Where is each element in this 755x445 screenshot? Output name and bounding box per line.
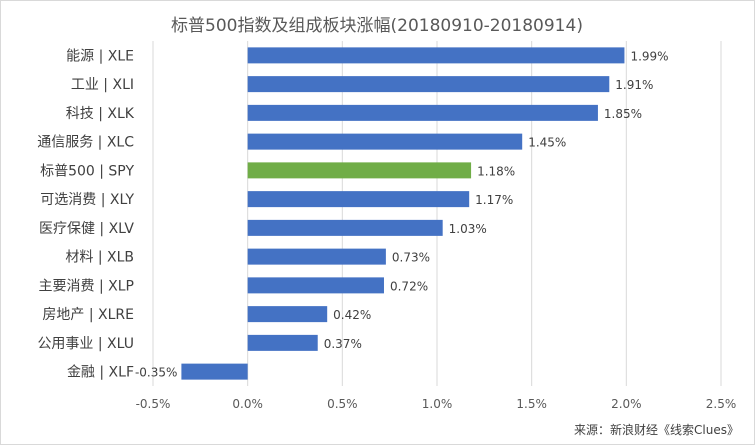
category-label: 公用事业 | XLU bbox=[37, 336, 134, 352]
bar bbox=[247, 306, 328, 323]
data-label: -0.35% bbox=[135, 366, 177, 380]
data-label: 1.45% bbox=[528, 136, 566, 150]
data-label: 1.91% bbox=[615, 78, 653, 92]
data-label: 1.17% bbox=[475, 193, 513, 207]
bar bbox=[247, 47, 625, 64]
data-label: 0.73% bbox=[392, 251, 430, 265]
bar bbox=[247, 277, 384, 294]
bar bbox=[181, 363, 248, 380]
bar bbox=[247, 334, 318, 351]
bar bbox=[247, 76, 610, 93]
source-note: 来源：新浪财经《线索Clues》 bbox=[574, 422, 739, 437]
data-label: 0.42% bbox=[333, 308, 371, 322]
x-tick-label: 2.5% bbox=[706, 397, 737, 411]
bar bbox=[247, 219, 443, 236]
x-tick-label: 1.0% bbox=[422, 397, 453, 411]
bar bbox=[247, 162, 472, 179]
bar bbox=[247, 191, 470, 208]
x-tick-label: -0.5% bbox=[136, 397, 171, 411]
x-tick-label: 0.0% bbox=[232, 397, 263, 411]
label-layer: -0.5% 0.0% 0.5% 1.0% 1.5% 2.0% 2.5% 能源 | XLE 1.9… bbox=[37, 48, 736, 411]
category-label: 金融 | XLF bbox=[67, 365, 134, 381]
chart-title: 标普500指数及组成板块涨幅(20180910-20180914) bbox=[171, 16, 583, 36]
bar-layer bbox=[181, 47, 625, 380]
bar bbox=[247, 248, 386, 265]
category-label: 材料 | XLB bbox=[65, 250, 134, 266]
data-label: 1.03% bbox=[449, 222, 487, 236]
category-label: 主要消费 | XLP bbox=[39, 278, 134, 294]
category-label: 医疗保健 | XLV bbox=[39, 221, 134, 237]
grid-layer bbox=[152, 41, 722, 386]
category-label: 可选消费 | XLY bbox=[40, 192, 134, 208]
category-label: 工业 | XLI bbox=[71, 77, 134, 93]
bar bbox=[247, 104, 598, 121]
data-label: 1.99% bbox=[630, 49, 668, 63]
x-tick-label: 1.5% bbox=[516, 397, 547, 411]
data-label: 1.18% bbox=[477, 164, 515, 178]
data-label: 1.85% bbox=[604, 107, 642, 121]
category-label: 通信服务 | XLC bbox=[37, 135, 134, 151]
data-label: 0.72% bbox=[390, 279, 428, 293]
bar bbox=[247, 133, 523, 150]
category-label: 标普500 | SPY bbox=[40, 163, 134, 179]
x-tick-label: 2.0% bbox=[611, 397, 642, 411]
x-tick-label: 0.5% bbox=[327, 397, 358, 411]
category-label: 科技 | XLK bbox=[66, 106, 135, 122]
data-label: 0.37% bbox=[324, 337, 362, 351]
category-label: 能源 | XLE bbox=[66, 48, 134, 64]
category-label: 房地产 | XLRE bbox=[42, 307, 134, 323]
